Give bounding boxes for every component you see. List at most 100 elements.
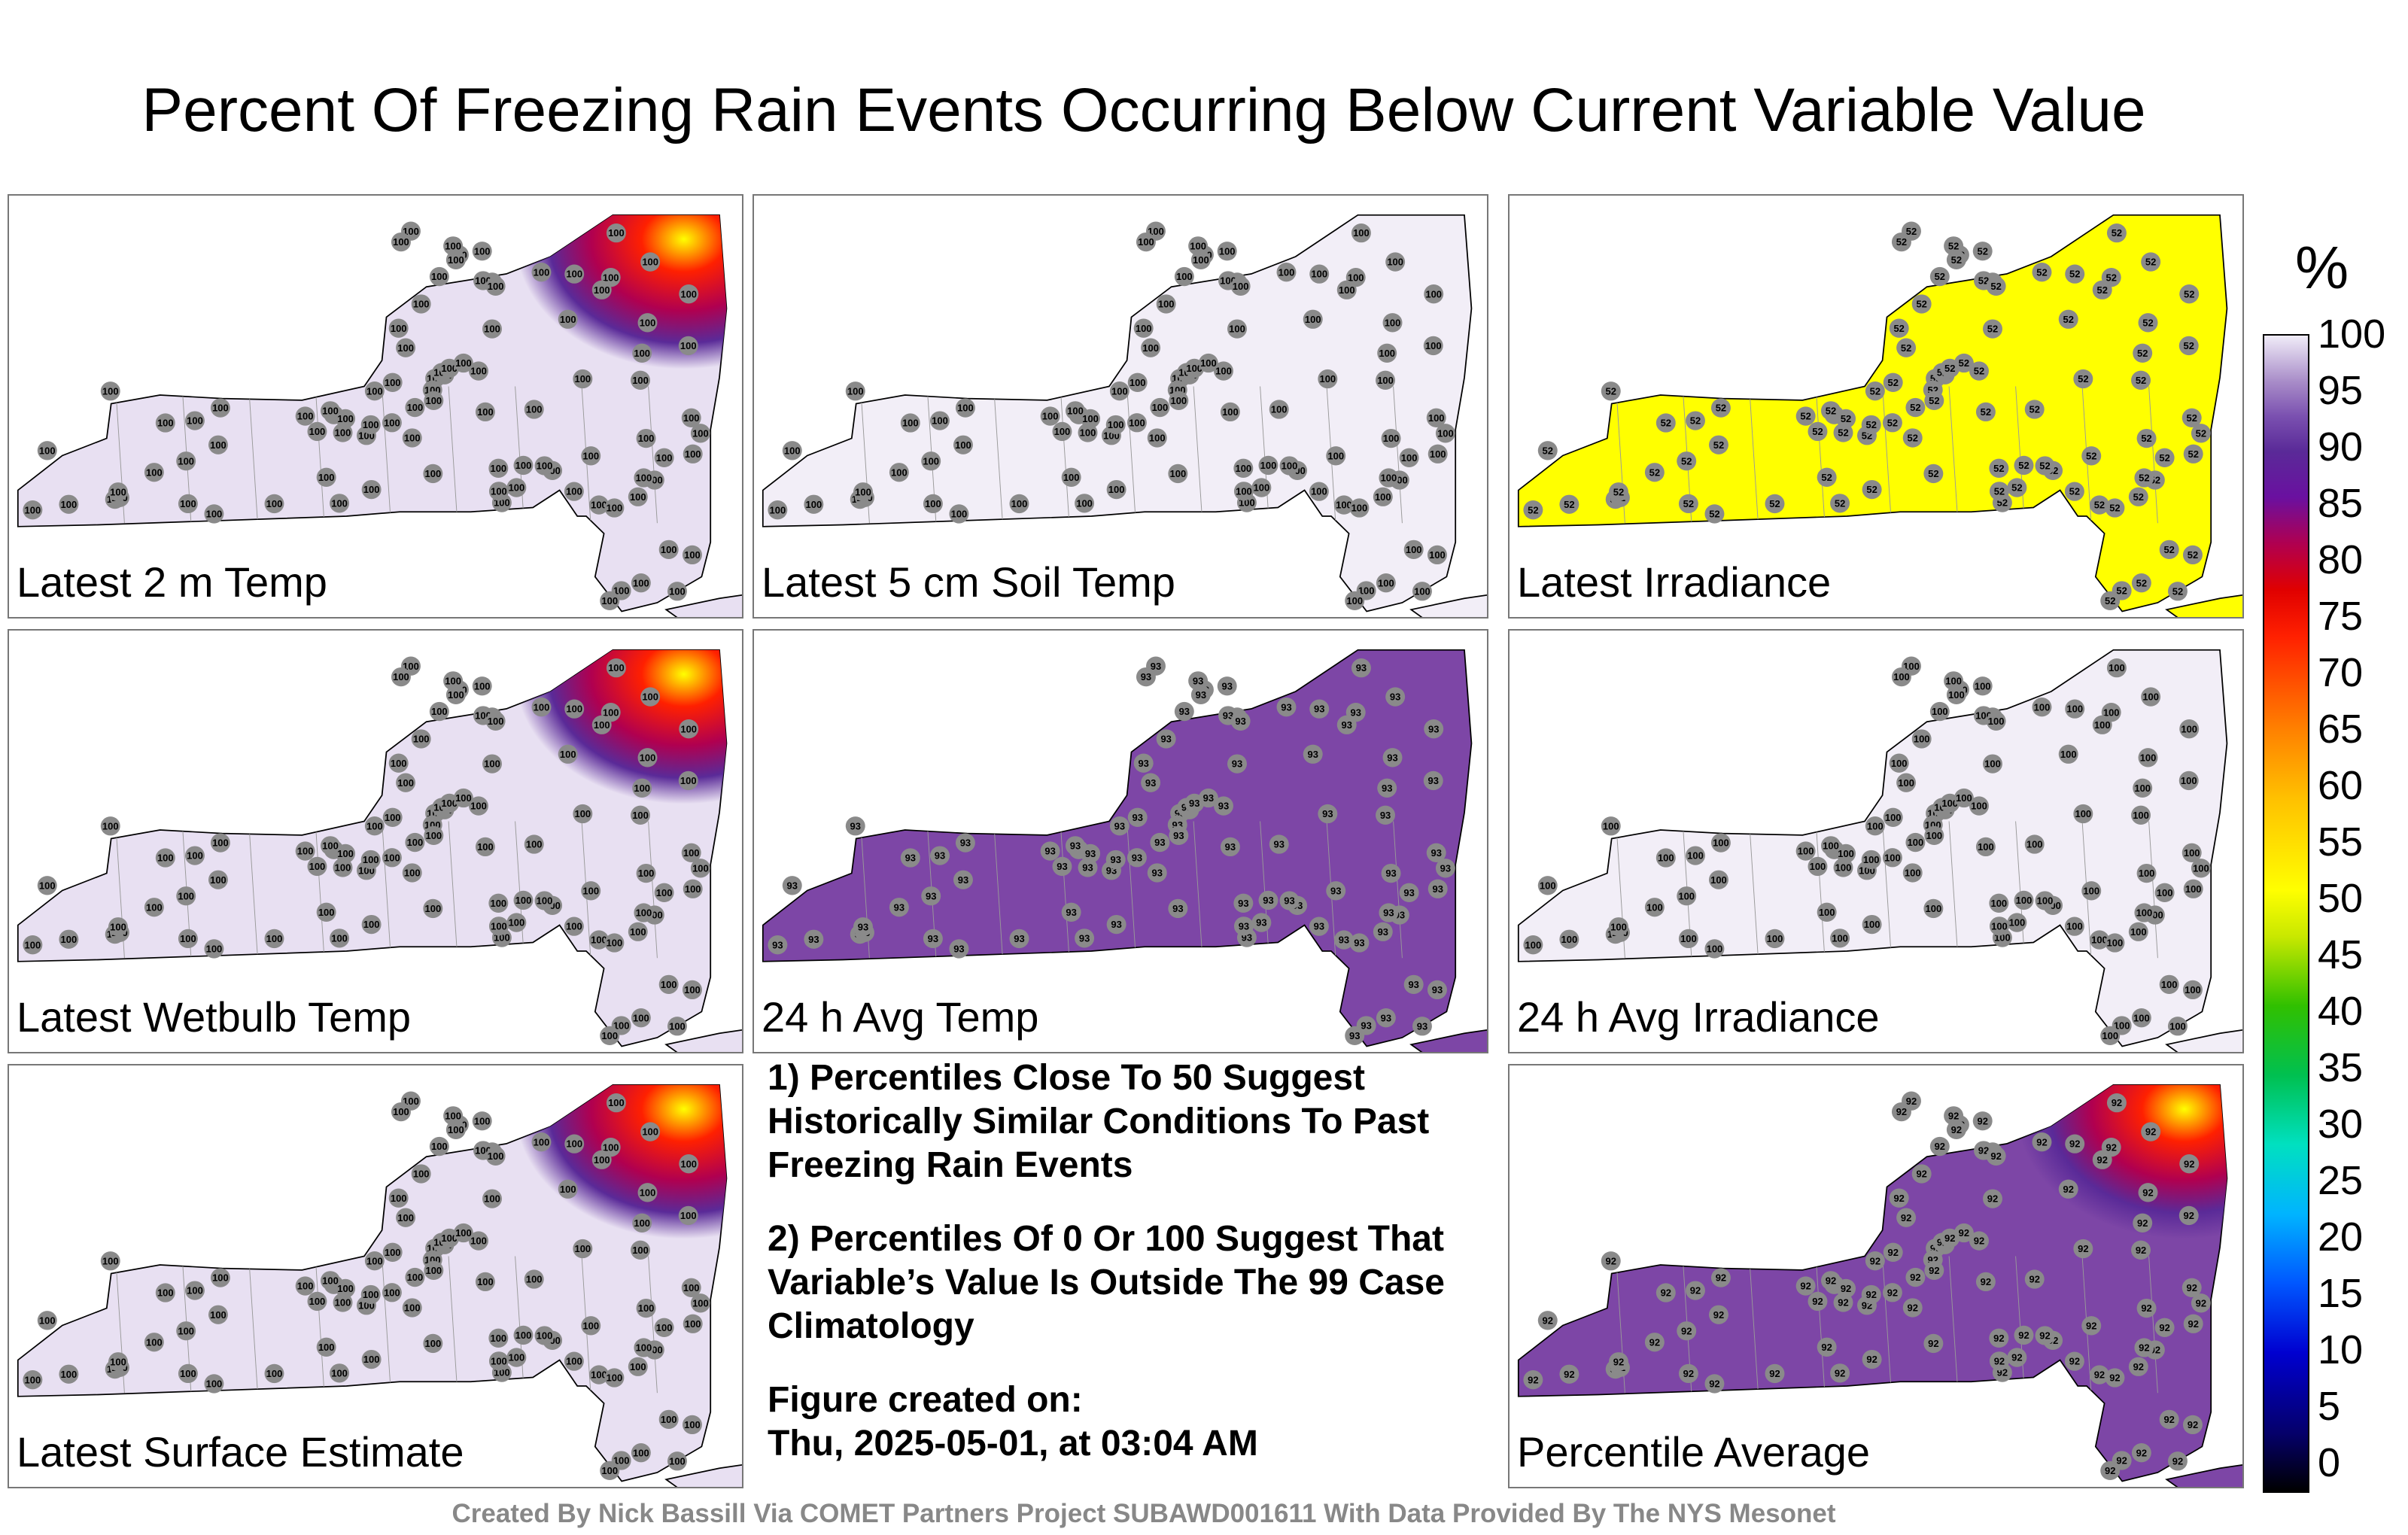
station-marker xyxy=(108,482,128,502)
station-marker xyxy=(1427,879,1448,898)
station-marker xyxy=(2141,1122,2161,1141)
station-marker xyxy=(184,411,205,430)
station-marker xyxy=(1233,893,1254,913)
station-value: 100 xyxy=(297,846,314,857)
colorbar-tick-label: 100 xyxy=(2318,312,2386,357)
station-value: 100 xyxy=(1678,891,1695,902)
colorbar-tick-label: 70 xyxy=(2318,650,2364,695)
station-marker xyxy=(1986,1146,2006,1166)
station-value: 100 xyxy=(1903,661,1920,672)
station-value: 100 xyxy=(692,428,709,439)
station-marker xyxy=(654,883,674,902)
station-marker xyxy=(1105,415,1126,435)
station-marker xyxy=(2131,805,2151,825)
station-marker xyxy=(1975,1272,1996,1292)
station-value: 100 xyxy=(110,1356,126,1367)
station-value: 100 xyxy=(1984,758,2001,770)
station-value: 93 xyxy=(1314,704,1324,715)
station-value: 100 xyxy=(1130,377,1146,388)
station-value: 93 xyxy=(1378,926,1388,938)
station-marker xyxy=(1127,372,1148,392)
station-value: 100 xyxy=(669,1021,686,1032)
station-marker xyxy=(683,879,703,898)
station-value: 93 xyxy=(1382,783,1392,794)
station-marker xyxy=(361,479,382,500)
station-marker xyxy=(1677,451,1697,471)
station-value: 52 xyxy=(1948,241,1959,252)
station-value: 100 xyxy=(441,798,458,809)
station-value: 100 xyxy=(403,661,419,672)
station-marker xyxy=(1924,1260,1944,1281)
station-value: 100 xyxy=(1867,820,1884,831)
station-value: 100 xyxy=(322,1275,339,1287)
station-value: 100 xyxy=(1835,862,1852,874)
station-marker xyxy=(581,881,601,901)
station-marker xyxy=(1830,929,1850,948)
station-marker xyxy=(1644,898,1665,917)
hotspot-region xyxy=(515,214,727,369)
station-marker xyxy=(2181,408,2202,427)
station-marker xyxy=(1106,914,1126,935)
station-marker xyxy=(513,890,534,910)
station-marker xyxy=(1381,428,1401,448)
station-value: 52 xyxy=(2036,266,2047,278)
station-marker xyxy=(469,361,488,381)
station-marker xyxy=(59,494,79,514)
station-value: 93 xyxy=(1225,841,1236,853)
station-value: 100 xyxy=(1311,486,1327,497)
station-marker xyxy=(2073,804,2093,824)
station-marker xyxy=(59,1364,79,1384)
station-marker xyxy=(1136,232,1156,252)
station-marker xyxy=(2073,369,2093,389)
station-marker xyxy=(658,1409,679,1430)
station-marker xyxy=(1559,929,1579,949)
station-value: 100 xyxy=(1254,482,1270,494)
station-value: 100 xyxy=(441,1233,458,1244)
station-value: 100 xyxy=(2181,723,2197,734)
station-value: 100 xyxy=(566,921,582,932)
station-value: 100 xyxy=(1387,257,1403,268)
station-marker xyxy=(631,1443,651,1463)
long-island-outline xyxy=(2165,1029,2242,1052)
station-value: 100 xyxy=(1383,433,1400,444)
station-marker xyxy=(682,1415,702,1435)
station-value: 100 xyxy=(1108,419,1124,430)
station-value: 100 xyxy=(509,482,525,494)
station-marker xyxy=(1830,1363,1850,1383)
station-marker xyxy=(423,898,443,919)
station-marker xyxy=(2081,446,2102,466)
station-marker xyxy=(1214,361,1233,381)
station-value: 100 xyxy=(407,1272,424,1283)
station-value: 100 xyxy=(477,841,494,853)
station-marker xyxy=(2007,1348,2027,1367)
station-value: 100 xyxy=(1893,671,1910,682)
station-value: 93 xyxy=(960,837,971,849)
station-value: 100 xyxy=(594,284,610,296)
station-value: 100 xyxy=(692,1298,709,1309)
station-value: 93 xyxy=(1322,808,1333,819)
station-value: 100 xyxy=(1810,861,1826,872)
station-marker xyxy=(1426,843,1446,862)
station-marker xyxy=(2178,771,2199,791)
station-value: 100 xyxy=(2102,1030,2118,1041)
station-value: 93 xyxy=(905,853,916,864)
station-marker xyxy=(2191,424,2211,443)
long-island-outline xyxy=(664,1029,742,1052)
station-marker xyxy=(2100,1026,2121,1046)
station-marker xyxy=(1377,778,1397,798)
station-marker xyxy=(564,264,585,284)
station-marker xyxy=(1376,370,1396,390)
station-value: 93 xyxy=(1417,1021,1427,1032)
station-marker xyxy=(1188,236,1209,256)
station-value: 100 xyxy=(640,1187,656,1199)
created-date: Thu, 2025-05-01, at 03:04 AM xyxy=(768,1424,1258,1464)
station-value: 100 xyxy=(110,486,126,497)
station-value: 100 xyxy=(385,812,401,823)
station-value: 100 xyxy=(2140,752,2157,764)
station-value: 52 xyxy=(2133,491,2144,503)
station-value: 100 xyxy=(425,468,442,479)
station-marker xyxy=(1924,391,1944,411)
station-value: 100 xyxy=(474,246,491,257)
station-marker xyxy=(388,1188,409,1208)
colorbar-tick-label: 30 xyxy=(2318,1102,2364,1147)
